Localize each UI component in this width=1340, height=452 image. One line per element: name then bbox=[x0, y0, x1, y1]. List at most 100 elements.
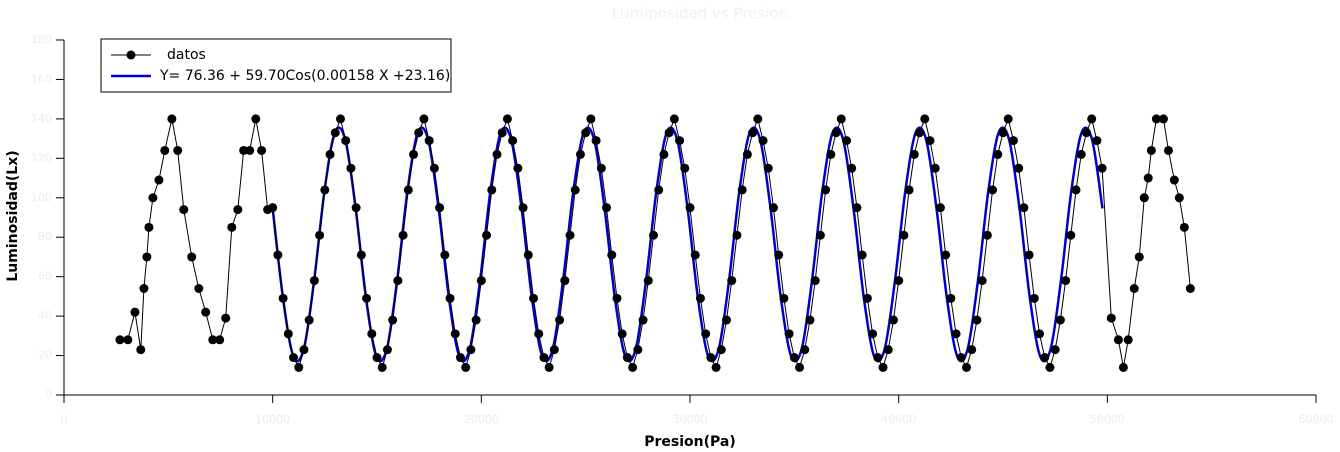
data-point bbox=[1134, 252, 1144, 262]
data-point bbox=[393, 276, 403, 286]
data-point bbox=[471, 315, 481, 325]
data-point bbox=[139, 284, 149, 293]
data-point bbox=[476, 276, 486, 286]
data-point bbox=[429, 163, 439, 173]
data-point bbox=[1071, 185, 1081, 195]
data-point bbox=[888, 315, 898, 325]
data-point bbox=[440, 250, 450, 260]
data-point bbox=[320, 185, 330, 195]
data-point bbox=[617, 329, 627, 339]
data-point bbox=[221, 313, 231, 323]
data-point bbox=[768, 203, 778, 213]
data-point bbox=[675, 136, 685, 146]
data-point bbox=[179, 205, 189, 215]
legend-box bbox=[100, 38, 452, 93]
data-point bbox=[930, 163, 940, 173]
data-point bbox=[502, 114, 512, 124]
data-point bbox=[982, 230, 992, 240]
data-point bbox=[565, 230, 575, 240]
legend: datos Y= 76.36 + 59.70Cos(0.00158 X +23.1… bbox=[100, 38, 452, 93]
data-point bbox=[1076, 149, 1086, 159]
data-point bbox=[711, 362, 721, 372]
data-point bbox=[1097, 163, 1107, 173]
data-point bbox=[961, 362, 971, 372]
y-tick-label: 100 bbox=[31, 191, 52, 204]
data-point bbox=[748, 128, 758, 138]
data-point bbox=[201, 307, 211, 317]
data-point bbox=[878, 362, 888, 372]
data-point bbox=[445, 293, 455, 303]
data-point bbox=[821, 185, 831, 195]
data-point bbox=[482, 230, 492, 240]
data-point bbox=[167, 114, 177, 124]
data-point bbox=[575, 149, 585, 159]
data-point bbox=[1092, 136, 1102, 146]
data-point bbox=[586, 114, 596, 124]
data-point bbox=[628, 362, 638, 372]
data-point bbox=[227, 222, 237, 232]
data-point bbox=[549, 345, 559, 355]
data-point bbox=[800, 345, 810, 355]
data-point bbox=[1185, 284, 1195, 293]
data-point bbox=[487, 185, 497, 195]
data-point bbox=[643, 276, 653, 286]
data-point bbox=[382, 345, 392, 355]
y-axis-label: Luminosidad(Lx) bbox=[5, 150, 21, 281]
data-point bbox=[1163, 145, 1173, 155]
x-tick-label: 40000 bbox=[881, 413, 916, 426]
x-tick-label: 10000 bbox=[255, 413, 290, 426]
data-point bbox=[377, 362, 387, 372]
data-point bbox=[1050, 345, 1060, 355]
data-point bbox=[690, 250, 700, 260]
data-point bbox=[805, 315, 815, 325]
data-point bbox=[144, 222, 154, 232]
data-point bbox=[1158, 114, 1168, 124]
data-point bbox=[602, 203, 612, 213]
data-point bbox=[1179, 222, 1189, 232]
data-point bbox=[925, 136, 935, 146]
data-point bbox=[873, 353, 883, 363]
data-point bbox=[1118, 362, 1128, 372]
y-tick-label: 60 bbox=[38, 270, 52, 283]
data-point bbox=[612, 293, 622, 303]
data-point bbox=[194, 284, 204, 293]
data-point bbox=[774, 250, 784, 260]
x-tick-label: 0 bbox=[61, 413, 68, 426]
data-point bbox=[779, 293, 789, 303]
data-point bbox=[633, 345, 643, 355]
data-point bbox=[998, 128, 1008, 138]
data-point bbox=[847, 163, 857, 173]
data-point bbox=[315, 230, 325, 240]
y-tick-label: 80 bbox=[38, 230, 52, 243]
data-point bbox=[680, 163, 690, 173]
data-point bbox=[356, 250, 366, 260]
data-point bbox=[716, 345, 726, 355]
data-point bbox=[1139, 193, 1149, 203]
data-point bbox=[857, 250, 867, 260]
data-point bbox=[187, 252, 197, 262]
data-point bbox=[1106, 313, 1116, 323]
data-point bbox=[732, 230, 742, 240]
data-point bbox=[654, 185, 664, 195]
data-point bbox=[1151, 114, 1161, 124]
data-point bbox=[173, 145, 183, 155]
data-point bbox=[304, 315, 314, 325]
data-point bbox=[1019, 203, 1029, 213]
data-point bbox=[946, 293, 956, 303]
data-point bbox=[450, 329, 460, 339]
data-point bbox=[208, 335, 218, 345]
data-point bbox=[988, 185, 998, 195]
data-point bbox=[325, 149, 335, 159]
data-point bbox=[142, 252, 152, 262]
x-tick-label: 60000 bbox=[1299, 413, 1334, 426]
data-point bbox=[972, 315, 982, 325]
data-point bbox=[784, 329, 794, 339]
data-point bbox=[638, 315, 648, 325]
data-point bbox=[372, 353, 382, 363]
data-point bbox=[560, 276, 570, 286]
data-point bbox=[257, 145, 267, 155]
data-point bbox=[648, 230, 658, 240]
data-point bbox=[894, 276, 904, 286]
data-point bbox=[1055, 315, 1065, 325]
data-point bbox=[1066, 230, 1076, 240]
